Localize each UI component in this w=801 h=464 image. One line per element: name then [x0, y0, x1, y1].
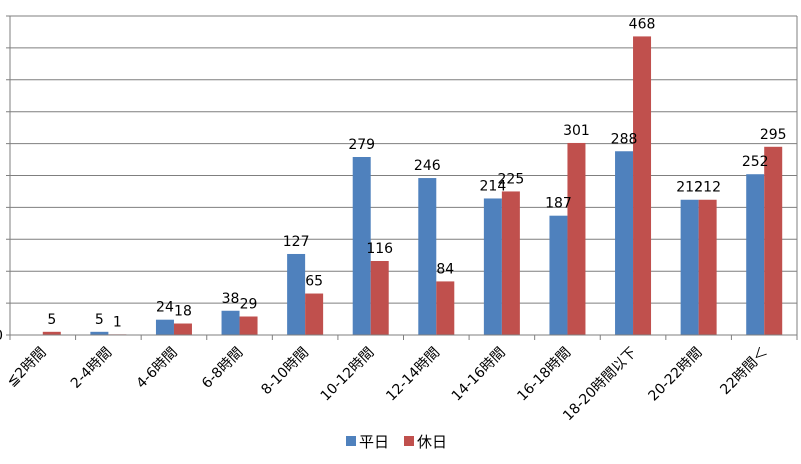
- data-label: 252: [742, 154, 769, 170]
- x-tick-label: 22時間＜: [717, 345, 771, 399]
- bar-kyujitsu: [633, 36, 652, 335]
- data-label: 38: [222, 291, 240, 307]
- legend: 平日 休日: [346, 433, 447, 451]
- x-tick-label: ≦2時間: [4, 345, 50, 391]
- data-label: 84: [436, 261, 454, 277]
- legend-label: 休日: [417, 433, 447, 451]
- data-label: 116: [366, 241, 393, 257]
- bar-kyujitsu: [173, 323, 192, 335]
- bar-heijitsu: [746, 174, 765, 335]
- bar-heijitsu: [483, 198, 502, 335]
- data-label: 295: [760, 127, 787, 143]
- data-label: 212: [694, 180, 721, 196]
- x-tick-label: 2-4時間: [68, 345, 115, 392]
- legend-label: 平日: [359, 433, 389, 451]
- data-label: 214: [480, 178, 507, 194]
- bar-heijitsu: [155, 319, 174, 335]
- data-label: 65: [305, 274, 323, 290]
- x-tick-label: 14-16時間: [449, 345, 509, 405]
- data-label: 212: [676, 180, 703, 196]
- data-label: 468: [629, 16, 656, 32]
- legend-swatch: [346, 436, 356, 446]
- gridlines: 0: [0, 15, 797, 344]
- bar-kyujitsu: [305, 293, 324, 335]
- x-tick-labels: ≦2時間 2-4時間 4-6時間 6-8時間 8-10時間 10-12時間 12-14時間 1…: [4, 345, 771, 425]
- bar-kyujitsu: [239, 316, 258, 335]
- bar-heijitsu: [615, 151, 634, 335]
- data-label: 18: [174, 304, 192, 320]
- x-tick-label: 6-8時間: [199, 345, 246, 392]
- bar-heijitsu: [549, 215, 568, 335]
- bar-heijitsu: [352, 156, 371, 335]
- data-label: 5: [95, 312, 104, 328]
- x-tick-label: 4-6時間: [133, 345, 180, 392]
- axes: [9, 16, 798, 340]
- bar-heijitsu: [287, 253, 306, 335]
- bar-heijitsu: [680, 199, 699, 335]
- bar-heijitsu: [418, 178, 437, 335]
- x-tick-label: 16-18時間: [514, 345, 574, 405]
- bar-heijitsu: [90, 331, 109, 335]
- y-tick-label: 0: [0, 328, 3, 344]
- data-label: 29: [240, 296, 258, 312]
- data-label: 288: [611, 131, 638, 147]
- x-tick-label: 12-14時間: [383, 345, 443, 405]
- legend-swatch: [404, 436, 414, 446]
- data-label: 225: [498, 171, 525, 187]
- x-tick-label: 10-12時間: [318, 345, 378, 405]
- data-label: 187: [545, 196, 572, 212]
- bar-heijitsu: [221, 310, 240, 335]
- bar-kyujitsu: [370, 260, 389, 335]
- bar-kyujitsu: [501, 191, 520, 335]
- x-tick-label: 20-22時間: [646, 345, 706, 405]
- data-label: 127: [283, 234, 310, 250]
- data-label: 1: [113, 314, 122, 330]
- bar-kyujitsu: [42, 331, 61, 335]
- bar-kyujitsu: [764, 146, 783, 335]
- bar-kyujitsu: [698, 199, 717, 335]
- bar-kyujitsu: [436, 281, 455, 335]
- data-label: 301: [563, 123, 590, 139]
- data-label: 279: [348, 137, 375, 153]
- data-label: 246: [414, 158, 441, 174]
- bar-kyujitsu: [567, 142, 586, 335]
- data-label: 24: [156, 300, 174, 316]
- data-label: 5: [47, 312, 56, 328]
- x-tick-label: 8-10時間: [258, 345, 312, 399]
- bars: [42, 36, 783, 335]
